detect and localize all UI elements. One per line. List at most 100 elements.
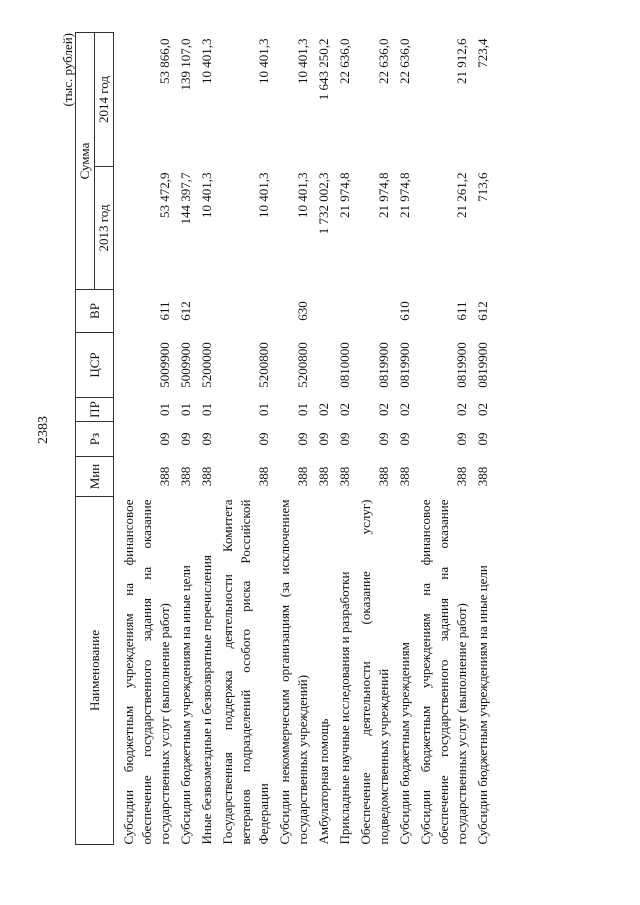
header-name: Наименование xyxy=(75,496,114,845)
header-pr: ПР xyxy=(75,397,114,422)
units-label: (тыс. рублей) xyxy=(60,33,75,107)
cell-csr: 0819900 xyxy=(376,342,391,388)
cell-csr: 0819900 xyxy=(454,342,469,388)
cell-y2013: 713,6 xyxy=(475,172,490,202)
cell-y2014: 139 107,0 xyxy=(178,38,193,91)
table-row: Субсидии бюджетным учреждениям на иные ц… xyxy=(474,33,495,845)
cell-vr xyxy=(198,290,219,333)
cell-min: 388 xyxy=(256,466,271,487)
cell-pr: 02 xyxy=(475,403,490,416)
cell-vr xyxy=(219,290,276,333)
header-2013: 2013 год xyxy=(94,166,114,290)
cell-pr: 01 xyxy=(256,403,271,416)
cell-name: Иные безвозмездные и безвозвратные переч… xyxy=(199,555,214,845)
table-row: Субсидии бюджетным учреждениям на финанс… xyxy=(417,33,474,845)
cell-csr: 5009900 xyxy=(157,342,172,388)
cell-csr: 5200000 xyxy=(199,342,214,388)
cell-name: Амбулаторная помощь xyxy=(316,718,331,845)
cell-y2014: 10 401,3 xyxy=(199,38,214,85)
cell-name: Субсидии бюджетным учреждениям на финанс… xyxy=(418,499,469,845)
table-row: Субсидии бюджетным учреждениям на финанс… xyxy=(114,33,178,845)
cell-rz: 09 xyxy=(157,432,172,446)
cell-y2013: 21 974,8 xyxy=(337,172,352,219)
cell-pr: 01 xyxy=(157,403,172,416)
cell-y2014: 723,4 xyxy=(475,38,490,68)
cell-y2013: 144 397,7 xyxy=(178,172,193,225)
cell-name: Субсидии бюджетным учреждениям на иные ц… xyxy=(178,565,193,845)
cell-csr: 0810000 xyxy=(337,342,352,388)
cell-rz: 09 xyxy=(454,432,469,446)
page-number: 2383 xyxy=(36,416,51,444)
cell-vr: 610 xyxy=(397,301,412,321)
cell-pr: 02 xyxy=(454,403,469,416)
cell-vr: 612 xyxy=(178,301,193,321)
cell-pr: 01 xyxy=(295,403,310,416)
cell-name: Субсидии бюджетным учреждениям на финанс… xyxy=(121,499,172,845)
table-row: Субсидии бюджетным учреждениям на иные ц… xyxy=(177,33,198,845)
cell-csr: 0819900 xyxy=(397,342,412,388)
cell-min: 388 xyxy=(337,466,352,487)
cell-y2014: 22 636,0 xyxy=(376,38,391,85)
cell-rz: 09 xyxy=(337,432,352,446)
cell-vr: 611 xyxy=(157,301,172,321)
cell-min: 388 xyxy=(376,466,391,487)
cell-pr: 01 xyxy=(199,403,214,416)
cell-y2014: 21 912,6 xyxy=(454,38,469,85)
cell-min: 388 xyxy=(316,466,331,487)
cell-name: Субсидии бюджетным учреждениям xyxy=(397,642,412,845)
cell-min: 388 xyxy=(295,466,310,487)
header-csr: ЦСР xyxy=(75,332,114,398)
cell-vr xyxy=(336,290,357,333)
cell-csr: 5200800 xyxy=(295,342,310,388)
cell-rz: 09 xyxy=(256,432,271,446)
cell-y2014: 53 866,0 xyxy=(157,38,172,85)
cell-pr: 02 xyxy=(376,403,391,416)
cell-pr: 02 xyxy=(397,403,412,416)
budget-table: Наименование Мин Рз ПР ЦСР ВР Сумма 2013… xyxy=(75,32,495,845)
cell-y2014: 22 636,0 xyxy=(397,38,412,85)
table-row: Амбулаторная помощь 388 09 02 1 732 002,3 1 6… xyxy=(315,33,336,845)
cell-y2013: 21 974,8 xyxy=(376,172,391,219)
cell-csr: 0819900 xyxy=(475,342,490,388)
header-sum: Сумма xyxy=(75,32,95,290)
cell-rz: 09 xyxy=(178,432,193,446)
cell-pr: 01 xyxy=(178,403,193,416)
cell-vr: 611 xyxy=(454,301,469,321)
cell-y2013: 10 401,3 xyxy=(295,172,310,219)
cell-y2014: 1 643 250,2 xyxy=(316,38,331,101)
cell-min: 388 xyxy=(397,466,412,487)
cell-min: 388 xyxy=(475,466,490,487)
cell-name: Субсидии бюджетным учреждениям на иные ц… xyxy=(475,565,490,845)
cell-y2013: 10 401,3 xyxy=(256,172,271,219)
cell-y2014: 10 401,3 xyxy=(256,38,271,85)
cell-csr: 5009900 xyxy=(178,342,193,388)
cell-rz: 09 xyxy=(376,432,391,446)
cell-rz: 09 xyxy=(295,432,310,446)
header-2014: 2014 год xyxy=(94,32,114,167)
cell-name: Прикладные научные исследования и разраб… xyxy=(337,571,352,845)
cell-vr: 612 xyxy=(475,301,490,321)
cell-min: 388 xyxy=(157,466,172,487)
cell-rz: 09 xyxy=(199,432,214,446)
table-row: Государственная поддержка деятельности К… xyxy=(219,33,276,845)
cell-pr: 02 xyxy=(337,403,352,416)
cell-y2013: 21 974,8 xyxy=(397,172,412,219)
cell-y2013: 21 261,2 xyxy=(454,172,469,219)
header-vr: ВР xyxy=(75,289,114,333)
cell-y2013: 53 472,9 xyxy=(157,172,172,219)
table-row: Субсидии некоммерческим организациям (за… xyxy=(276,33,315,845)
cell-vr xyxy=(357,290,396,333)
table-row: Иные безвозмездные и безвозвратные переч… xyxy=(198,33,219,845)
cell-y2014: 22 636,0 xyxy=(337,38,352,85)
cell-name: Субсидии некоммерческим организациям (за… xyxy=(277,499,310,845)
cell-y2013: 1 732 002,3 xyxy=(316,172,331,235)
cell-name: Обеспечение деятельности (оказание услуг… xyxy=(358,499,391,845)
cell-rz: 09 xyxy=(316,432,331,446)
cell-vr: 630 xyxy=(295,301,310,321)
cell-rz: 09 xyxy=(475,432,490,446)
cell-y2013: 10 401,3 xyxy=(199,172,214,219)
cell-rz: 09 xyxy=(397,432,412,446)
cell-y2014: 10 401,3 xyxy=(295,38,310,85)
cell-vr xyxy=(315,290,336,333)
